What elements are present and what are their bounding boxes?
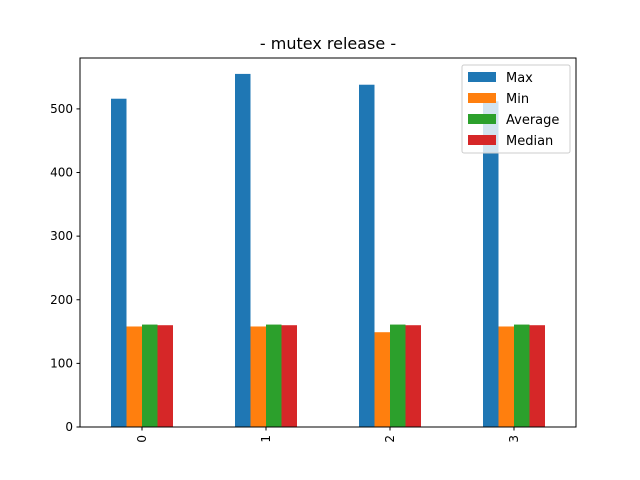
- bar-average-3: [514, 324, 530, 427]
- x-tick-label: 3: [507, 435, 521, 443]
- y-tick-label: 0: [65, 420, 73, 434]
- legend: Max Min Average Median: [461, 64, 571, 154]
- bar-max-1: [235, 73, 251, 427]
- axes-layer: 0 100 200 300 400 500 0 1 2 3: [50, 57, 577, 443]
- legend-swatch-average: [468, 114, 496, 124]
- legend-label-median: Median: [506, 134, 553, 149]
- bar-max-2: [359, 84, 375, 427]
- bar-median-0: [157, 325, 173, 427]
- bar-average-1: [266, 324, 282, 427]
- bar-median-3: [529, 325, 545, 427]
- y-tick-label: 300: [50, 229, 73, 243]
- bar-average-0: [142, 324, 158, 427]
- legend-swatch-max: [468, 72, 496, 82]
- x-tick-label: 1: [259, 435, 273, 443]
- bar-max-0: [111, 98, 127, 427]
- chart-title: - mutex release -: [260, 34, 396, 53]
- y-tick-label: 400: [50, 166, 73, 180]
- legend-swatch-median: [468, 135, 496, 145]
- legend-box: [461, 64, 571, 154]
- bar-min-1: [250, 326, 266, 427]
- bar-max-3: [483, 101, 499, 427]
- bar-min-2: [374, 332, 390, 427]
- legend-label-max: Max: [506, 71, 533, 86]
- x-tick-label: 0: [135, 435, 149, 443]
- bars-layer: [111, 73, 545, 427]
- bar-average-2: [390, 324, 406, 427]
- legend-label-min: Min: [506, 92, 529, 107]
- bar-min-3: [498, 326, 514, 427]
- legend-label-average: Average: [506, 113, 559, 128]
- bar-median-2: [405, 325, 421, 427]
- plot-frame: [79, 57, 577, 428]
- bar-min-0: [126, 326, 142, 427]
- x-tick-label: 2: [383, 435, 397, 443]
- legend-swatch-min: [468, 93, 496, 103]
- y-tick-label: 500: [50, 102, 73, 116]
- y-tick-label: 100: [50, 356, 73, 370]
- bar-median-1: [281, 325, 297, 427]
- y-tick-label: 200: [50, 293, 73, 307]
